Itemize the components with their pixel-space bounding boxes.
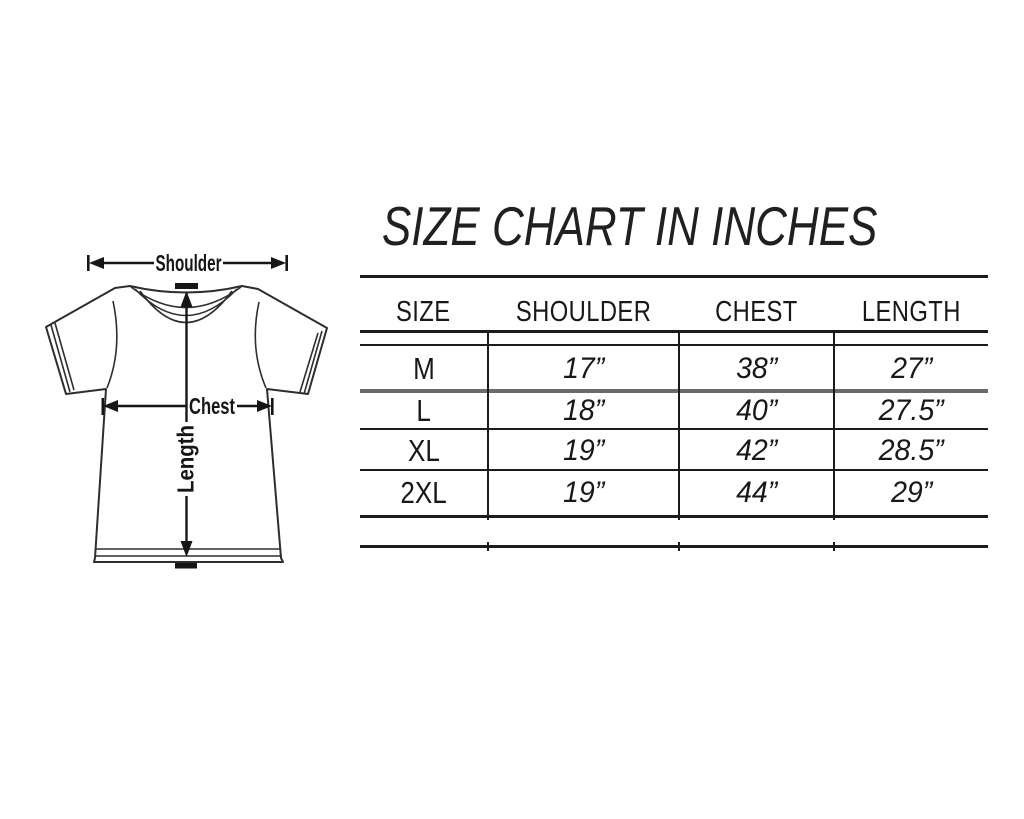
shoulder-dimension-label: Shoulder [156,250,222,276]
value-xl-length: 28.5” [879,433,944,467]
value-l-shoulder: 18” [562,394,605,427]
header-shoulder: SHOULDER [515,295,652,328]
page-title: SIZE CHART IN INCHES [360,195,900,257]
row-divider-m [360,389,988,393]
value-2xl-shoulder: 19” [562,476,605,509]
row-divider-2xl [360,515,988,518]
column-divider [487,330,489,520]
length-dimension-label: Length [173,425,199,493]
header-chest: CHEST [715,295,798,328]
tshirt-measurement-diagram: Shoulder Chest Length [45,250,328,569]
length-arrow [175,283,198,569]
size-label-2xl: 2XL [400,475,447,510]
length-label-backdrop [174,422,200,496]
value-m-length: 27” [890,351,933,385]
shoulder-arrow [87,255,288,271]
row-divider-l [360,428,988,430]
page-title-text: SIZE CHART IN INCHES [382,195,878,257]
row-divider-xl [360,469,988,471]
chest-dimension-label: Chest [189,393,235,419]
table-bottom-rule [360,545,988,548]
chest-arrow [101,398,274,415]
column-divider [833,330,835,520]
value-m-shoulder: 17” [562,351,605,385]
value-xl-chest: 42” [735,433,778,467]
header-size: SIZE [396,295,451,328]
column-divider-tick [678,542,680,551]
size-label-l: L [416,393,431,428]
value-2xl-length: 29” [890,476,933,509]
value-2xl-chest: 44” [735,476,778,509]
column-divider-tick [833,542,835,551]
table-top-rule [360,275,988,278]
column-divider [678,330,680,520]
value-l-chest: 40” [735,394,778,427]
size-label-m: M [412,350,435,386]
header-divider-thin [360,344,988,346]
value-m-chest: 38” [735,351,778,385]
column-divider-tick [487,542,489,551]
value-xl-shoulder: 19” [562,433,605,467]
header-length: LENGTH [862,295,961,328]
chest-label-backdrop [188,392,236,418]
header-divider [360,330,988,333]
value-l-length: 27.5” [879,394,944,427]
size-label-xl: XL [407,432,440,468]
